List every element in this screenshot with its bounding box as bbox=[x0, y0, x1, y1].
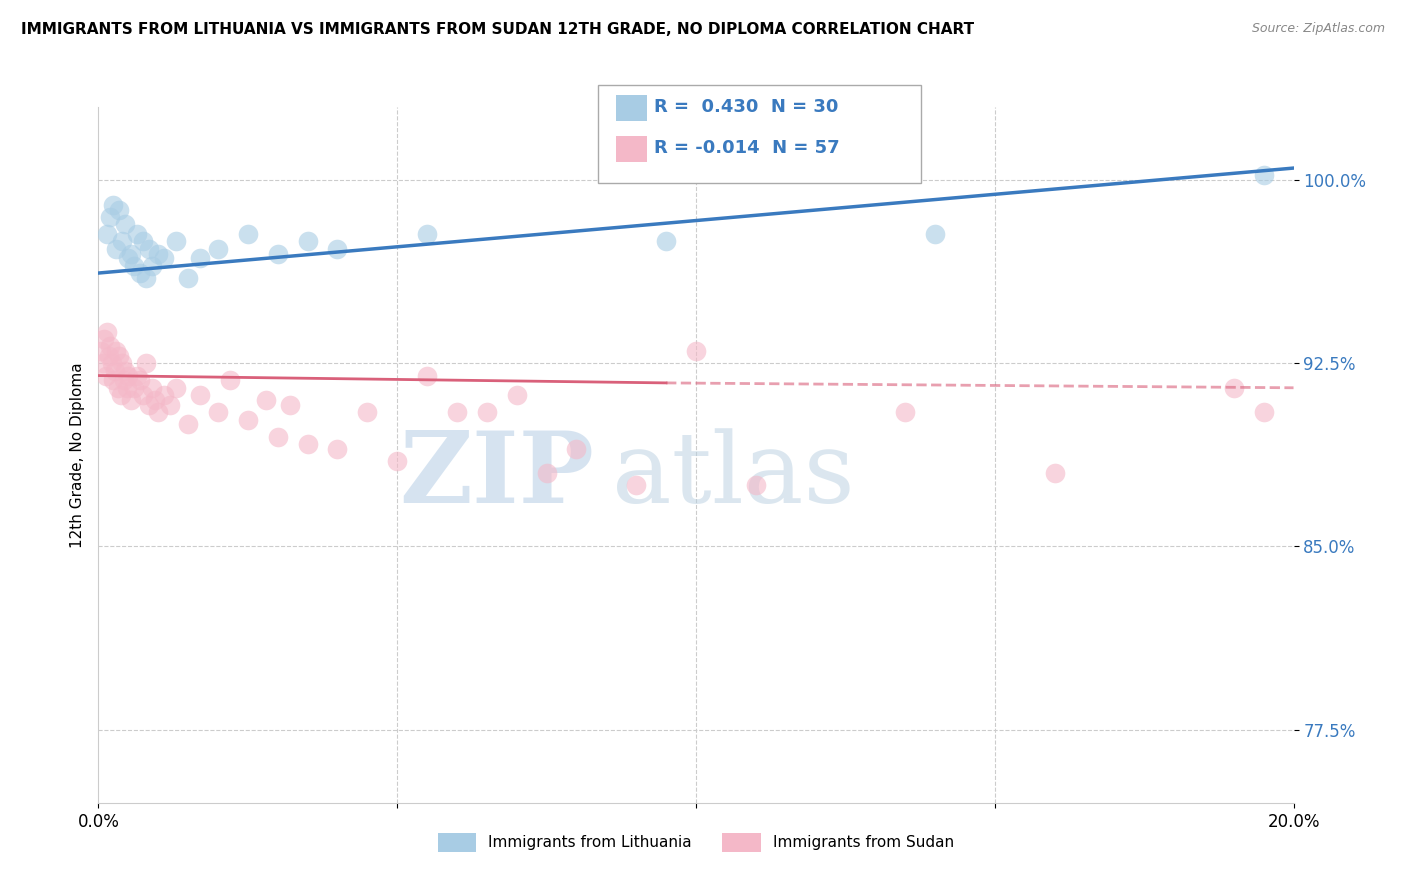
Point bbox=[138, 398, 160, 412]
Point bbox=[177, 271, 200, 285]
Point bbox=[91, 356, 114, 370]
Point bbox=[159, 398, 181, 412]
Text: Source: ZipAtlas.com: Source: ZipAtlas.com bbox=[1251, 22, 1385, 36]
Point bbox=[135, 271, 157, 285]
Point bbox=[132, 235, 155, 249]
Point bbox=[98, 339, 122, 353]
Point bbox=[236, 227, 259, 241]
Point bbox=[565, 442, 588, 456]
Point bbox=[177, 417, 200, 432]
Point bbox=[1253, 405, 1275, 419]
Text: atlas: atlas bbox=[613, 428, 855, 524]
Point bbox=[114, 364, 136, 378]
Point bbox=[90, 344, 112, 359]
Point bbox=[98, 210, 122, 224]
Point bbox=[105, 344, 128, 359]
Point bbox=[117, 252, 139, 266]
Point bbox=[117, 368, 139, 383]
Point bbox=[135, 356, 157, 370]
Point bbox=[120, 392, 142, 407]
Point bbox=[655, 235, 678, 249]
Point bbox=[267, 429, 290, 443]
Point bbox=[124, 259, 146, 273]
Point bbox=[153, 252, 176, 266]
Point bbox=[124, 381, 146, 395]
Point bbox=[1223, 381, 1246, 395]
Point bbox=[254, 392, 277, 407]
Point bbox=[745, 478, 768, 492]
Point bbox=[143, 392, 166, 407]
Point bbox=[236, 412, 259, 426]
Point bbox=[626, 478, 648, 492]
Legend: Immigrants from Lithuania, Immigrants from Sudan: Immigrants from Lithuania, Immigrants fr… bbox=[432, 827, 960, 858]
Point bbox=[141, 381, 163, 395]
Point bbox=[132, 388, 155, 402]
Point bbox=[148, 246, 170, 260]
Point bbox=[326, 242, 349, 256]
Point bbox=[96, 325, 118, 339]
Point bbox=[98, 349, 121, 363]
Point bbox=[115, 381, 138, 395]
Point bbox=[103, 197, 125, 211]
Point bbox=[105, 242, 128, 256]
Text: R =  0.430  N = 30: R = 0.430 N = 30 bbox=[654, 98, 838, 116]
Point bbox=[924, 227, 946, 241]
Point bbox=[207, 242, 229, 256]
Point bbox=[108, 202, 131, 217]
Point bbox=[153, 388, 176, 402]
Point bbox=[127, 368, 149, 383]
Point bbox=[114, 217, 136, 231]
Point bbox=[207, 405, 229, 419]
Point bbox=[356, 405, 378, 419]
Point bbox=[219, 374, 242, 388]
Point bbox=[129, 266, 152, 280]
Point bbox=[111, 356, 134, 370]
Point bbox=[104, 364, 127, 378]
Point bbox=[536, 467, 558, 481]
Point bbox=[129, 374, 152, 388]
Point bbox=[96, 227, 118, 241]
Point bbox=[278, 398, 301, 412]
Text: ZIP: ZIP bbox=[399, 427, 595, 524]
Point bbox=[188, 252, 211, 266]
Point bbox=[506, 388, 529, 402]
Point bbox=[165, 235, 187, 249]
Point bbox=[100, 356, 122, 370]
Point bbox=[416, 368, 439, 383]
Point bbox=[107, 381, 129, 395]
Text: IMMIGRANTS FROM LITHUANIA VS IMMIGRANTS FROM SUDAN 12TH GRADE, NO DIPLOMA CORREL: IMMIGRANTS FROM LITHUANIA VS IMMIGRANTS … bbox=[21, 22, 974, 37]
Point bbox=[120, 246, 142, 260]
Point bbox=[326, 442, 349, 456]
Point bbox=[103, 374, 125, 388]
Point bbox=[894, 405, 917, 419]
Point bbox=[108, 349, 131, 363]
Y-axis label: 12th Grade, No Diploma: 12th Grade, No Diploma bbox=[69, 362, 84, 548]
Point bbox=[297, 437, 319, 451]
Point bbox=[138, 242, 160, 256]
Point bbox=[446, 405, 468, 419]
Point bbox=[94, 368, 117, 383]
Point bbox=[93, 332, 115, 346]
Point bbox=[267, 246, 290, 260]
Point bbox=[1043, 467, 1066, 481]
Point bbox=[685, 344, 707, 359]
Point bbox=[188, 388, 211, 402]
Point bbox=[165, 381, 187, 395]
Point bbox=[1253, 169, 1275, 183]
Point bbox=[112, 374, 135, 388]
Point bbox=[385, 454, 409, 468]
Point bbox=[127, 227, 149, 241]
Point bbox=[110, 388, 132, 402]
Text: R = -0.014  N = 57: R = -0.014 N = 57 bbox=[654, 139, 839, 157]
Point bbox=[475, 405, 498, 419]
Point bbox=[141, 259, 163, 273]
Point bbox=[416, 227, 439, 241]
Point bbox=[148, 405, 170, 419]
Point bbox=[297, 235, 319, 249]
Point bbox=[111, 235, 134, 249]
